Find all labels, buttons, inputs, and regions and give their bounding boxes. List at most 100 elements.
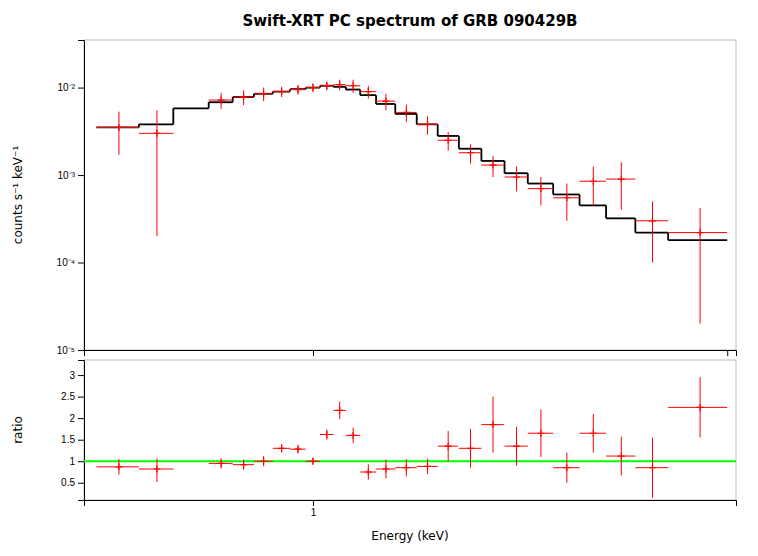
tick: 1.5: [61, 434, 84, 445]
y-error-bar: [652, 201, 653, 262]
data-point: [260, 458, 267, 465]
tick-label: 10⁻²: [58, 82, 76, 93]
model-connector: [480, 149, 482, 161]
y-axis-line: [78, 361, 85, 501]
data-point: [537, 430, 544, 437]
data-point: [309, 84, 316, 91]
tick-mark: [313, 500, 314, 506]
model-connector: [208, 102, 210, 108]
tick: 2: [69, 413, 84, 424]
data-point: [490, 162, 497, 169]
marks: [96, 80, 727, 324]
tick-label: 2: [69, 413, 75, 424]
tick-mark: [78, 375, 84, 376]
data-point: [590, 178, 597, 185]
tick-mark: [78, 397, 84, 398]
data-point: [115, 124, 122, 131]
data-point: [382, 98, 389, 105]
y-error-bar: [700, 208, 701, 324]
x-axis: 1: [85, 500, 737, 518]
data-point: [323, 82, 330, 89]
tick-mark: [78, 418, 84, 419]
y-error-bar: [593, 167, 594, 206]
chart-svg: 10⁻⁵10⁻⁴10⁻³10⁻²Swift-XRT PC spectrum of…: [0, 0, 758, 556]
data-point: [382, 465, 389, 472]
tick-mark: [78, 483, 84, 484]
y-axis-line: [78, 41, 85, 351]
tick: [313, 350, 314, 356]
tick: 10⁻⁵: [57, 345, 84, 356]
y-error-bar: [621, 162, 622, 210]
y-error-bar: [118, 112, 119, 155]
data-point: [240, 94, 247, 101]
model-connector: [458, 136, 460, 149]
data-point: [563, 464, 570, 471]
tick: 3: [69, 370, 84, 381]
tick-mark: [78, 350, 84, 351]
model-connector: [504, 161, 506, 173]
data-point: [294, 446, 301, 453]
model-step: [668, 239, 727, 241]
model-connector: [605, 205, 607, 218]
tick-mark: [78, 263, 84, 264]
tick-label: 3: [69, 370, 75, 381]
data-point: [218, 97, 225, 104]
y-error-bar: [156, 110, 157, 236]
x-axis-line: [85, 351, 737, 357]
data-point: [403, 109, 410, 116]
tick-label: 10⁻⁴: [57, 257, 75, 268]
model-step: [173, 107, 208, 109]
model-connector: [437, 124, 439, 136]
data-point: [278, 88, 285, 95]
data-point: [490, 421, 497, 428]
data-point: [563, 194, 570, 201]
panel: 1 0.5 1 1.5 2 2.5 3: [61, 360, 736, 518]
y-axis-title: ratio: [11, 416, 25, 444]
tick: 1: [311, 500, 317, 518]
data-point: [424, 121, 431, 128]
data-point: [697, 229, 704, 236]
y-error-bar: [566, 184, 567, 221]
model-connector: [667, 233, 669, 241]
model-connector: [375, 95, 377, 104]
x-axis-title: Energy (keV): [371, 529, 448, 543]
data-point: [323, 431, 330, 438]
data-point: [618, 176, 625, 183]
data-point: [336, 407, 343, 414]
plot-frame: [84, 40, 736, 350]
tick: 10⁻⁴: [57, 257, 84, 268]
data-point: [294, 86, 301, 93]
data-point: [403, 464, 410, 471]
tick: 1: [69, 456, 84, 467]
data-point: [467, 149, 474, 156]
data-point: [240, 461, 247, 468]
model-connector: [579, 194, 581, 205]
plot-frame: [84, 360, 736, 500]
data-point: [309, 458, 316, 465]
tick: 2.5: [61, 391, 84, 402]
tick: 10⁻³: [58, 170, 84, 181]
tick-label: 0.5: [61, 477, 75, 488]
data-point: [153, 465, 160, 472]
tick-label: 1.5: [61, 434, 75, 445]
data-point: [445, 443, 452, 450]
data-point: [260, 90, 267, 97]
data-point: [424, 463, 431, 470]
tick-label: 1: [311, 507, 317, 518]
data-point: [649, 464, 656, 471]
tick-label: 2.5: [61, 391, 75, 402]
tick-label: 1: [69, 456, 75, 467]
model-step: [139, 123, 173, 125]
model-step: [635, 232, 668, 234]
data-point: [350, 432, 357, 439]
tick-mark: [313, 350, 314, 356]
data-point: [649, 217, 656, 224]
data-point: [218, 460, 225, 467]
data-point: [365, 88, 372, 95]
model-connector: [416, 114, 418, 124]
chart-container: 10⁻⁵10⁻⁴10⁻³10⁻²Swift-XRT PC spectrum of…: [0, 0, 758, 556]
data-point: [153, 130, 160, 137]
tick-label: 10⁻³: [58, 170, 76, 181]
data-point: [467, 445, 474, 452]
data-point: [278, 445, 285, 452]
